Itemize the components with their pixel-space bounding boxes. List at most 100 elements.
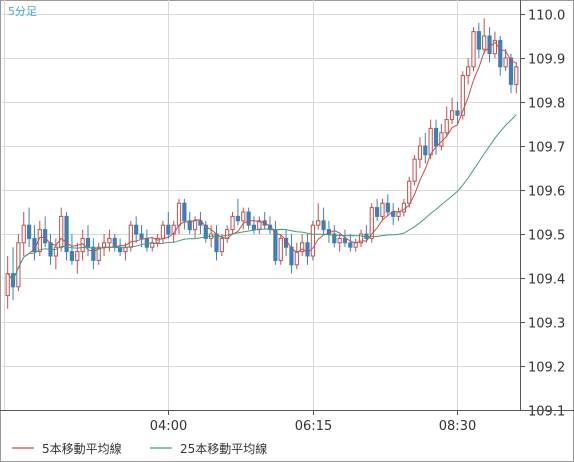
moving-averages bbox=[7, 41, 517, 282]
candle-body bbox=[289, 246, 294, 266]
candle-body bbox=[466, 66, 471, 77]
candle-body bbox=[316, 220, 321, 226]
candle-body bbox=[471, 31, 476, 68]
candle-body bbox=[139, 233, 144, 239]
candle-body bbox=[396, 211, 401, 217]
y-tick-label: 109.5 bbox=[528, 229, 565, 244]
candle-body bbox=[498, 39, 503, 68]
candle-body bbox=[134, 224, 139, 235]
axes: 110.0 109.9 109.8 109.7 109.6 109.5 109.4 109.3… bbox=[0, 0, 574, 434]
candle-body bbox=[273, 229, 278, 261]
candle-body bbox=[198, 220, 203, 226]
candle-body bbox=[267, 224, 273, 231]
candle-body bbox=[375, 207, 380, 217]
candle-body bbox=[251, 224, 257, 231]
candle-body bbox=[492, 39, 498, 55]
candle-body bbox=[508, 57, 514, 85]
candle-body bbox=[487, 35, 492, 55]
legend: 5本移動平均線 25本移動平均線 bbox=[12, 441, 267, 456]
candle-body bbox=[417, 145, 423, 160]
candle-body bbox=[385, 202, 390, 213]
candle-body bbox=[423, 145, 428, 156]
candle-body bbox=[96, 246, 101, 261]
x-tick-label: 04:00 bbox=[150, 419, 187, 434]
candle-body bbox=[358, 233, 364, 244]
candle-body bbox=[476, 31, 481, 50]
y-tick-label: 110.0 bbox=[528, 9, 565, 24]
candle-body bbox=[182, 202, 187, 222]
candle-body bbox=[401, 202, 406, 213]
candle-body bbox=[107, 237, 112, 244]
candle-body bbox=[241, 211, 246, 222]
candle-body bbox=[353, 242, 358, 248]
candle-body bbox=[128, 224, 133, 248]
candle-body bbox=[160, 224, 166, 239]
y-tick-label: 109.2 bbox=[528, 361, 565, 376]
candle-body bbox=[503, 57, 508, 68]
candle-body bbox=[192, 220, 198, 231]
candle-body bbox=[278, 237, 283, 261]
ma25-line bbox=[7, 114, 517, 282]
candle-body bbox=[444, 119, 449, 134]
y-tick-label: 109.4 bbox=[528, 273, 565, 288]
candle-body bbox=[428, 127, 433, 156]
legend-label-ma5: 5本移動平均線 bbox=[42, 441, 122, 456]
candle-body bbox=[21, 224, 26, 244]
legend-label-ma25: 25本移動平均線 bbox=[180, 441, 267, 456]
candle-body bbox=[171, 224, 176, 235]
candle-body bbox=[166, 224, 171, 235]
candle-body bbox=[380, 202, 385, 217]
candle-body bbox=[5, 273, 10, 297]
ma5-line bbox=[7, 41, 517, 282]
candle-body bbox=[219, 237, 224, 253]
candle-body bbox=[187, 220, 192, 231]
candle-body bbox=[348, 242, 353, 248]
x-tick-label: 06:15 bbox=[295, 419, 332, 434]
x-tick-label: 08:30 bbox=[439, 419, 476, 434]
y-tick-label: 109.6 bbox=[528, 185, 565, 200]
candle-body bbox=[337, 237, 342, 244]
candle-body bbox=[455, 110, 460, 116]
candle-body bbox=[235, 215, 241, 222]
y-tick-label: 109.7 bbox=[528, 141, 565, 156]
candle-body bbox=[294, 251, 299, 266]
candle-body bbox=[43, 229, 48, 244]
candle-body bbox=[64, 215, 69, 253]
candle-body bbox=[407, 180, 412, 204]
candle-body bbox=[112, 237, 117, 248]
candle-body bbox=[342, 237, 348, 244]
candle-body bbox=[59, 215, 64, 248]
candle-body bbox=[391, 211, 396, 217]
candle-body bbox=[203, 224, 208, 239]
candle-body bbox=[305, 242, 310, 257]
candle-body bbox=[69, 251, 75, 261]
candle-body bbox=[433, 127, 439, 147]
candle-body bbox=[514, 66, 519, 85]
candle-body bbox=[26, 224, 32, 239]
candle-body bbox=[449, 110, 455, 121]
y-tick-label: 109.8 bbox=[528, 97, 565, 112]
candle-body bbox=[75, 251, 80, 261]
candle-body bbox=[101, 242, 107, 248]
candle-body bbox=[460, 75, 465, 116]
period-label: 5分足 bbox=[8, 5, 37, 18]
candle-body bbox=[369, 207, 374, 239]
candle-body bbox=[230, 215, 235, 231]
y-tick-label: 109.3 bbox=[528, 317, 565, 332]
candle-body bbox=[91, 246, 96, 261]
candle-body bbox=[439, 132, 444, 147]
candle-body bbox=[482, 35, 487, 50]
candle-body bbox=[176, 202, 182, 226]
candle-body bbox=[332, 233, 337, 244]
y-tick-label: 109.9 bbox=[528, 53, 565, 68]
candle-body bbox=[300, 242, 305, 253]
candle-body bbox=[321, 220, 326, 231]
candle-body bbox=[85, 237, 91, 248]
candle-body bbox=[310, 224, 315, 257]
y-tick-label: 109.1 bbox=[528, 405, 565, 420]
candle-body bbox=[246, 211, 251, 226]
candles bbox=[5, 18, 519, 309]
